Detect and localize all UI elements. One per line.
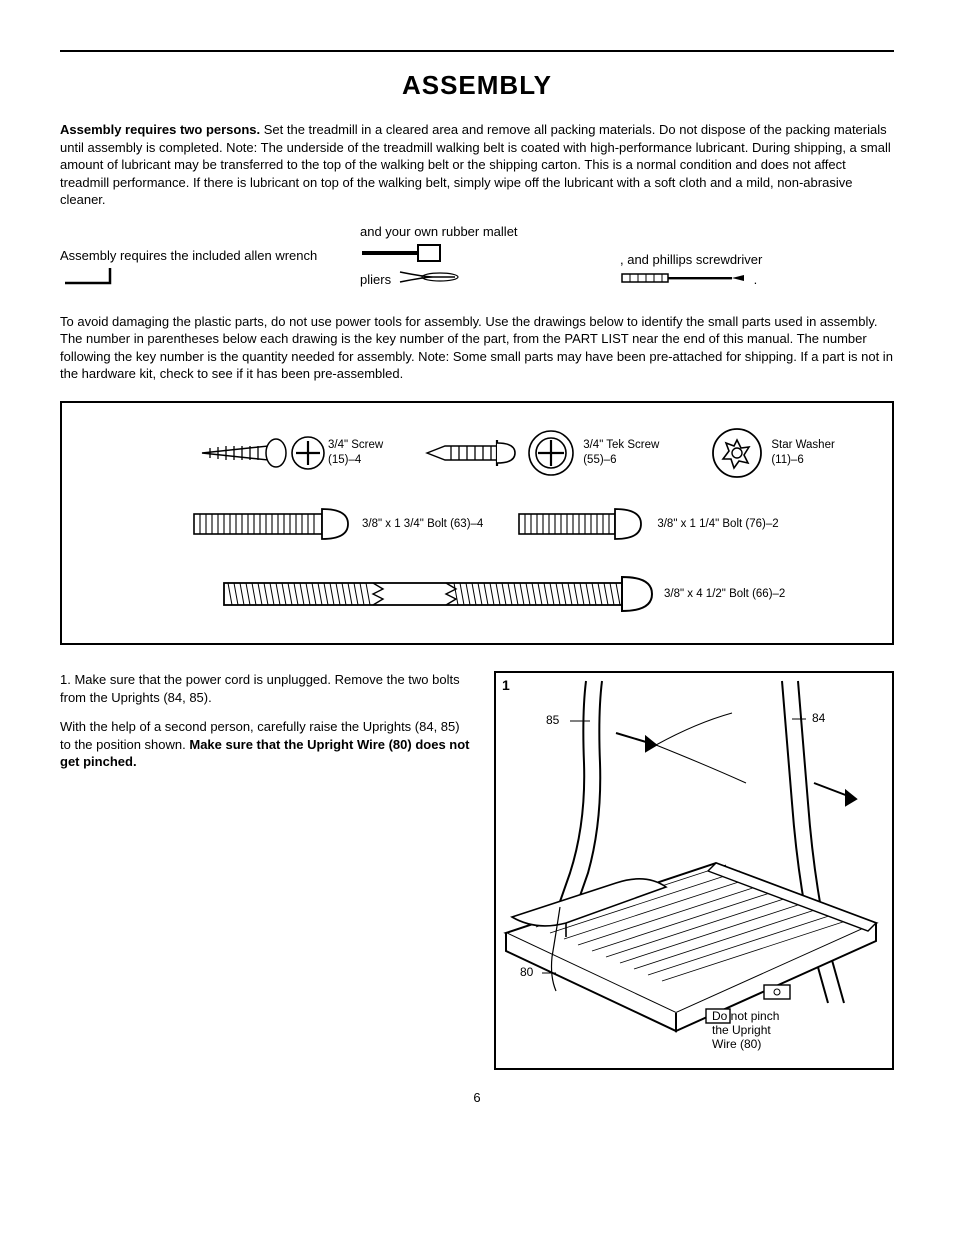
screw-3-4-icon — [198, 428, 328, 478]
caution-paragraph: To avoid damaging the plastic parts, do … — [60, 313, 894, 383]
step-1-p1: 1. Make sure that the power cord is unpl… — [60, 671, 472, 706]
part-label-screw: 3/4" Screw (15)–4 — [328, 438, 383, 468]
tek-screw-icon — [423, 426, 583, 480]
part-label-bolt-1-1-4: 3/8" x 1 1/4" Bolt (76)–2 — [657, 517, 778, 532]
fig-label-85: 85 — [546, 713, 559, 727]
step-number: 1 — [502, 677, 510, 693]
part-label-bolt-4-1-2: 3/8" x 4 1/2" Bolt (66)–2 — [664, 587, 785, 602]
bolt-1-3-4-icon — [188, 499, 358, 549]
fig-label-80: 80 — [520, 965, 533, 979]
intro-bold: Assembly requires two persons. — [60, 122, 264, 137]
mallet-icon — [360, 240, 450, 266]
bolt-1-1-4-icon — [513, 499, 653, 549]
tools-lead: Assembly requires the included allen wre… — [60, 248, 317, 263]
tools-mallet-text: and your own rubber mallet — [360, 224, 518, 239]
tools-pliers-text: pliers — [360, 272, 391, 287]
part-label-star: Star Washer (11)–6 — [771, 438, 834, 468]
screwdriver-icon — [620, 268, 750, 288]
part-label-tek: 3/4" Tek Screw (55)–6 — [583, 438, 659, 468]
fig-label-note: Do not pinch the Upright Wire (80) — [712, 1009, 779, 1051]
bolt-4-1-2-icon — [218, 567, 658, 621]
step-1-figure: 1 — [494, 671, 894, 1070]
step-1: 1. Make sure that the power cord is unpl… — [60, 671, 894, 1070]
intro-paragraph: Assembly requires two persons. Set the t… — [60, 121, 894, 209]
tools-phillips-text: , and phillips screwdriver — [620, 252, 762, 267]
fig-label-84: 84 — [812, 711, 825, 725]
parts-box: 3/4" Screw (15)–4 3/4" Tek Screw (55) — [60, 401, 894, 645]
page-number: 6 — [60, 1090, 894, 1105]
allen-wrench-icon — [60, 265, 120, 289]
pliers-icon — [395, 266, 465, 288]
part-label-bolt-1-3-4: 3/8" x 1 3/4" Bolt (63)–4 — [362, 517, 483, 532]
page-title: ASSEMBLY — [60, 70, 894, 101]
star-washer-icon — [709, 425, 765, 481]
tools-row: Assembly requires the included allen wre… — [60, 223, 894, 289]
